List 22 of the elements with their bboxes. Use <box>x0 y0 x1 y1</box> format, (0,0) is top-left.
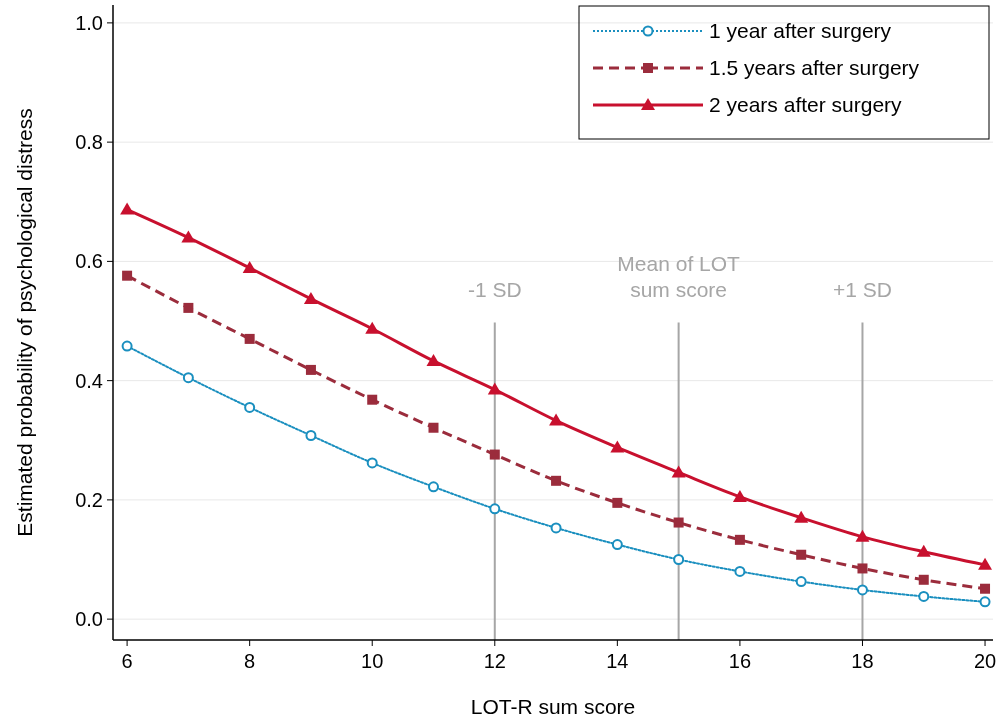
x-tick-label: 18 <box>851 650 874 672</box>
legend-label: 1 year after surgery <box>709 19 892 43</box>
legend-label: 2 years after surgery <box>709 93 903 117</box>
y-tick-label: 0.6 <box>75 250 103 273</box>
x-axis-title: LOT-R sum score <box>470 695 636 718</box>
ref-line-label: -1 SD <box>467 277 522 301</box>
ref-line-label: +1 SD <box>832 277 892 301</box>
x-tick-label: 12 <box>483 650 506 672</box>
x-tick-label: 8 <box>244 650 256 672</box>
x-tick-label: 10 <box>361 650 384 672</box>
y-tick-label: 0.0 <box>75 608 103 631</box>
y-tick-label: 0.2 <box>75 488 103 511</box>
y-tick-label: 1.0 <box>75 11 103 34</box>
y-axis-title: Estimated probability of psychological distress <box>13 108 36 537</box>
x-tick-label: 20 <box>973 650 997 672</box>
y-tick-label: 0.4 <box>75 369 103 392</box>
legend-label: 1.5 years after surgery <box>709 56 920 80</box>
ref-line-label: Mean of LOT sum score <box>617 251 741 301</box>
x-tick-label: 14 <box>606 650 629 672</box>
x-tick-label: 6 <box>121 650 133 672</box>
x-tick-label: 16 <box>728 650 752 672</box>
y-tick-label: 0.8 <box>75 131 103 154</box>
